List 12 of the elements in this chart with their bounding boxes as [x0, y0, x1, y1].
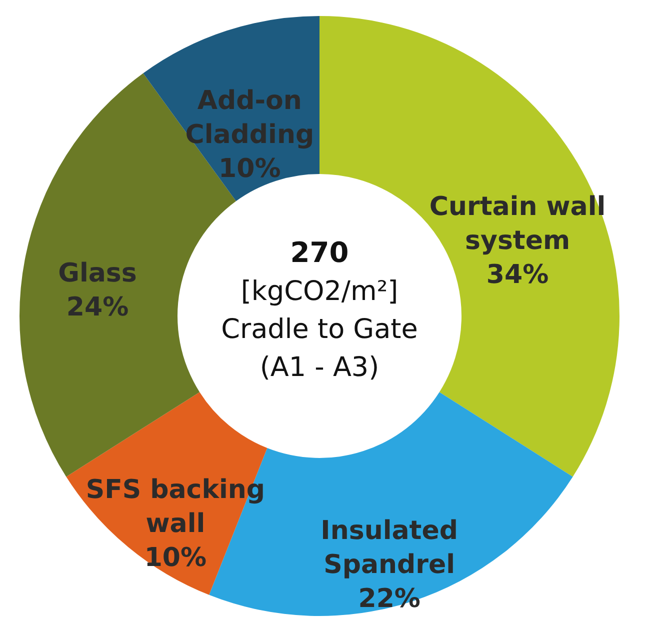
text: (A1 - A3) — [260, 352, 380, 383]
text: [kgCO2/m²] — [240, 276, 398, 307]
text: Cradle to Gate — [221, 314, 418, 345]
data-label: 10% — [144, 543, 207, 574]
slice-label: Add-on Cladding — [185, 86, 314, 150]
slice-label: Glass — [58, 258, 137, 289]
slice-label: Insulated Spandrel — [320, 516, 458, 580]
data-label: 24% — [66, 292, 129, 323]
data-label: 34% — [486, 260, 549, 290]
text: 270 — [290, 236, 349, 269]
data-label: 10% — [218, 154, 281, 184]
data-label: 22% — [358, 584, 420, 614]
